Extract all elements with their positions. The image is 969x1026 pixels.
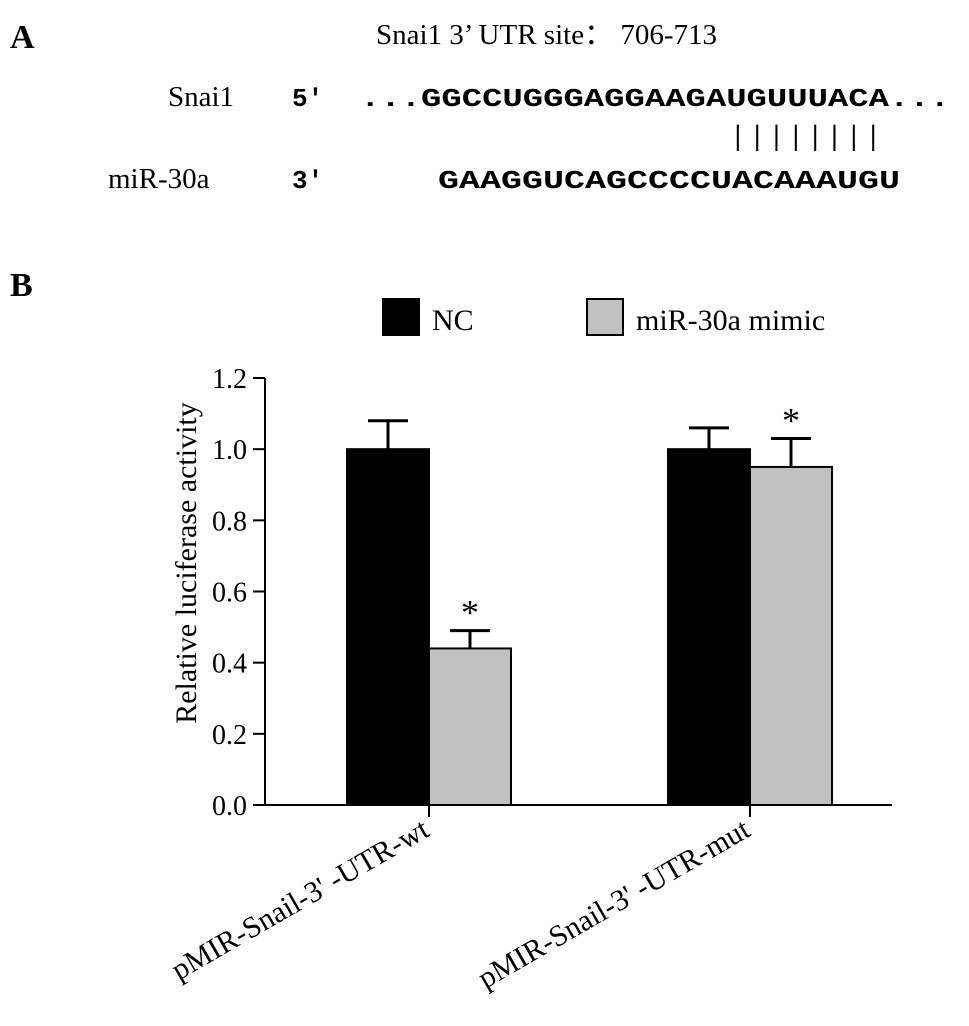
- legend-label-mimic: miR-30a mimic: [636, 304, 825, 337]
- x-tick-label: pMIR-Snail-3' -UTR-mut: [472, 812, 756, 995]
- bar-mimic: [749, 465, 833, 806]
- legend-label-nc: NC: [432, 304, 474, 337]
- mirna-sequence: GAAGGUCAGCCCCUACAAAUGU: [438, 166, 900, 196]
- bars: **: [346, 400, 833, 807]
- panel-b-label: B: [10, 267, 33, 304]
- legend-swatch-mimic: [586, 298, 624, 336]
- y-tick-label: 1.0: [212, 435, 247, 466]
- y-tick-label: 1.2: [212, 364, 247, 395]
- y-axis-label: Relative luciferase activity: [170, 402, 203, 724]
- x-axis: pMIR-Snail-3' -UTR-wt pMIR-Snail-3' -UTR-…: [166, 804, 892, 995]
- panel-a-label: A: [10, 19, 35, 56]
- target-five-prime-end: 5': [292, 84, 323, 114]
- significance-marker: *: [782, 400, 800, 440]
- base-pairing-lines: | | | | | | | |: [733, 123, 878, 154]
- target-gene-name: Snai1: [168, 81, 234, 113]
- legend: NC miR-30a mimic: [382, 298, 825, 337]
- bar-nc: [667, 448, 751, 806]
- y-tick-label: 0.0: [212, 791, 247, 822]
- legend-swatch-nc: [382, 298, 420, 336]
- mirna-name: miR-30a: [108, 163, 210, 195]
- bar-mimic: [428, 647, 512, 807]
- significance-marker: *: [461, 593, 479, 633]
- utr-site-title: Snai1 3’ UTR site： 706-713: [376, 19, 717, 51]
- y-tick-label: 0.6: [212, 578, 247, 609]
- y-axis: 0.0 0.2 0.4 0.6 0.8 1.0 1.2: [212, 364, 266, 822]
- y-tick-label: 0.4: [212, 649, 247, 680]
- bar-nc: [346, 448, 430, 806]
- target-sequence: ...GGCCUGGGAGGAAGAUGUUUACA...: [360, 84, 950, 114]
- mirna-three-prime-end: 3': [292, 166, 323, 196]
- y-tick-label: 0.8: [212, 506, 247, 537]
- x-tick-label: pMIR-Snail-3' -UTR-wt: [166, 812, 435, 987]
- y-tick-label: 0.2: [212, 720, 247, 751]
